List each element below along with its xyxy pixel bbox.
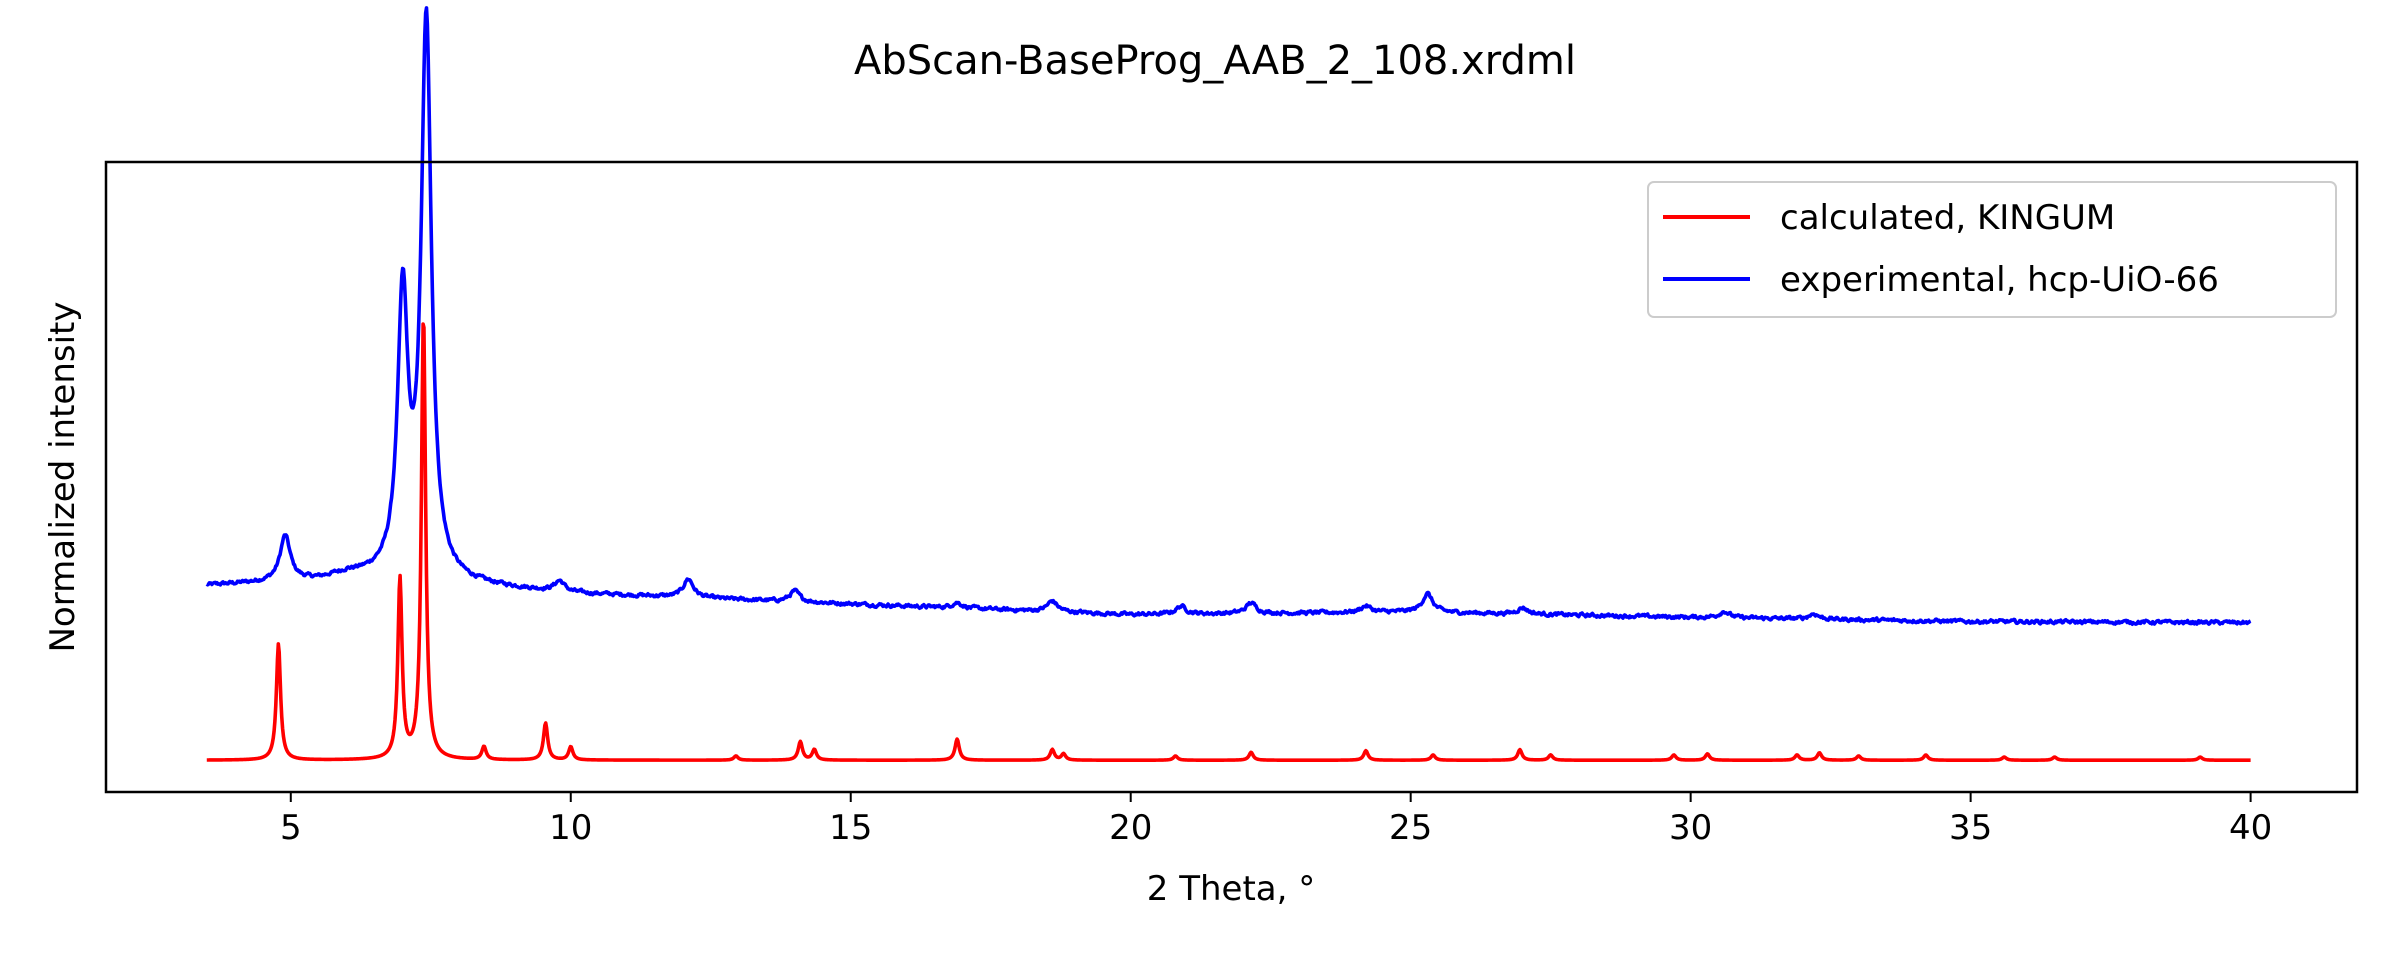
x-tick-label: 10 <box>549 808 592 848</box>
x-tick-label: 20 <box>1109 808 1152 848</box>
legend-label: experimental, hcp-UiO-66 <box>1780 260 2219 300</box>
chart-title: AbScan-BaseProg_AAB_2_108.xrdml <box>854 38 1576 84</box>
series-layer <box>205 6 2252 763</box>
x-tick-label: 5 <box>280 808 302 848</box>
x-tick-label: 35 <box>1949 808 1992 848</box>
x-tick-label: 25 <box>1389 808 1432 848</box>
x-tick-label: 40 <box>2229 808 2272 848</box>
plot-area: 5 10 15 20 25 30 35 40 <box>104 6 2359 848</box>
legend-box <box>1647 181 2337 318</box>
x-axis-ticks: 5 10 15 20 25 30 35 40 <box>280 792 2272 848</box>
legend-items: calculated, KINGUM experimental, hcp-UiO-… <box>1663 198 2219 300</box>
x-tick-label: 30 <box>1669 808 1712 848</box>
legend: calculated, KINGUM experimental, hcp-UiO-… <box>1647 181 2337 318</box>
series-line-experimental <box>205 6 2252 626</box>
series-line-calculated <box>205 322 2252 763</box>
x-axis-label: 2 Theta, ° <box>1147 869 1315 909</box>
y-axis-label: Normalized intensity <box>43 301 83 652</box>
plot-frame <box>104 160 2359 794</box>
legend-label: calculated, KINGUM <box>1780 198 2115 238</box>
x-tick-label: 15 <box>829 808 872 848</box>
